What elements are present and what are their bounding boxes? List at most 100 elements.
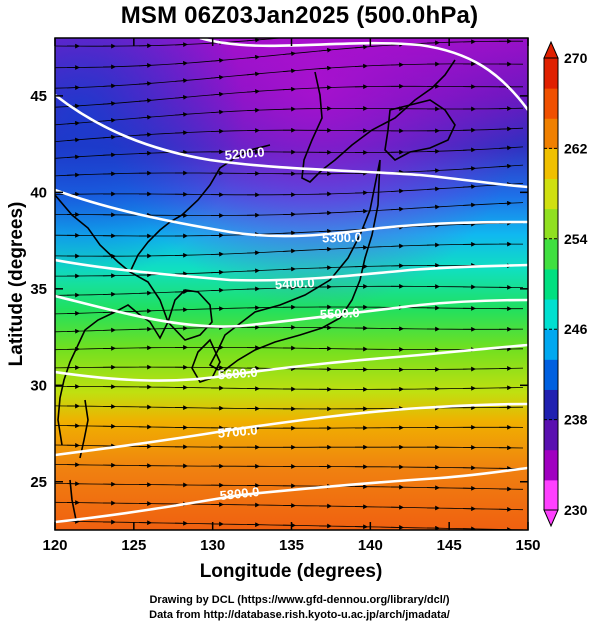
streamline-arrow: [210, 109, 224, 115]
streamline-arrow: [498, 163, 512, 169]
y-tick-label: 25: [30, 474, 47, 491]
x-tick-label: 145: [437, 537, 462, 554]
streamline-arrow: [390, 188, 404, 194]
credit-data: Data from http://database.rish.kyoto-u.a…: [149, 609, 450, 621]
streamline-arrow: [318, 65, 332, 71]
streamline-arrow: [498, 145, 512, 151]
streamline-arrow: [318, 47, 332, 53]
streamline-arrow: [354, 208, 368, 214]
plot-area: 5200.0 5300.0 5400.0 5500.0 5600.0 5700.0 5800…: [55, 21, 528, 530]
streamline-arrow: [426, 223, 440, 228]
colorbar-ticks: 230 238 246 254 262 270: [544, 50, 588, 518]
colorbar-segment: [544, 208, 558, 240]
streamline-arrow: [354, 245, 368, 250]
contour-line: [55, 93, 528, 189]
colorbar-segment: [544, 88, 558, 119]
contour-line: [55, 466, 528, 524]
streamline-arrow: [390, 206, 404, 212]
x-tick-label: 140: [358, 537, 383, 554]
coastlines: [55, 59, 456, 521]
contour-label: 5300.0: [322, 230, 362, 246]
streamline-arrow: [462, 184, 476, 190]
streamline-arrow: [282, 266, 296, 272]
streamline-arrow: [102, 117, 116, 123]
y-tick-label: 30: [30, 377, 47, 394]
colorbar-segment: [544, 479, 558, 511]
contour-label: 5400.0: [275, 275, 315, 292]
streamline-arrow: [391, 26, 403, 27]
streamline-arrow: [102, 101, 116, 106]
contour-label: 5200.0: [224, 144, 265, 162]
streamline-arrow: [462, 147, 476, 153]
streamline-arrow: [498, 126, 512, 132]
streamline-arrow: [246, 250, 260, 256]
colorbar-tick-label: 270: [564, 50, 588, 66]
colorbar-tick-label: 262: [564, 140, 588, 156]
streamline-arrow: [354, 44, 368, 50]
contour-line: [55, 258, 528, 282]
streamline-arrow: [66, 154, 80, 160]
streamline-arrow: [174, 112, 188, 117]
streamline-arrow: [174, 130, 188, 136]
y-tick-label: 45: [30, 88, 47, 105]
x-axis-ticks: 120 125 130 135 140 145 150: [42, 38, 541, 554]
streamline-arrow: [138, 63, 152, 68]
x-tick-label: 125: [121, 537, 146, 554]
streamline-arrow: [354, 63, 368, 69]
x-tick-label: 130: [200, 537, 225, 554]
streamline-arrow: [66, 172, 80, 178]
credit-drawing: Drawing by DCL (https://www.gfd-dennou.o…: [149, 594, 450, 606]
credits: Drawing by DCL (https://www.gfd-dennou.o…: [0, 593, 599, 623]
colorbar-segment: [544, 419, 558, 451]
contour-label: 5600.0: [217, 365, 258, 383]
streamline: [55, 38, 285, 47]
streamline-arrow: [210, 58, 224, 63]
contour-line: [55, 188, 528, 238]
contour-line: [55, 402, 528, 457]
contour-label: 5500.0: [320, 305, 360, 322]
colorbar-bottom-arrow: [543, 509, 559, 528]
streamline-arrow: [426, 186, 440, 192]
streamline-arrow: [319, 33, 331, 34]
x-tick-label: 150: [515, 537, 540, 554]
streamline-arrow: [282, 51, 296, 57]
streamline-arrow: [246, 54, 260, 60]
streamline-arrow: [462, 166, 476, 171]
streamline-arrow: [174, 78, 188, 84]
streamline-arrow: [426, 204, 440, 210]
streamline-arrow: [355, 29, 367, 30]
streamline-arrow: [102, 83, 116, 89]
streamline-arrow: [318, 210, 332, 216]
streamline-arrow: [246, 38, 260, 43]
streamline-arrow: [246, 107, 260, 113]
wind-streamlines: [55, 21, 524, 530]
y-tick-label: 35: [30, 281, 47, 298]
streamline-arrow: [463, 21, 475, 22]
colorbar-segment: [544, 58, 558, 89]
colorbar-tick-label: 230: [564, 502, 588, 518]
colorbar-segment: [544, 118, 558, 149]
colorbar-top-arrow: [543, 40, 559, 59]
streamline-arrow: [102, 134, 116, 140]
x-tick-label: 120: [42, 537, 67, 554]
colorbar-segment: [544, 178, 558, 210]
colorbar-segment: [544, 299, 558, 330]
y-axis-ticks: 25 30 35 40 45: [30, 88, 528, 491]
streamline-arrow: [138, 132, 152, 138]
colorbar-segment: [544, 268, 558, 300]
streamline-arrow: [66, 137, 80, 143]
streamline-arrow: [102, 152, 116, 158]
colorbar-tick-label: 238: [564, 412, 588, 428]
streamline-arrow: [210, 91, 224, 97]
colorbar-segment: [544, 389, 558, 421]
streamline-arrow: [210, 75, 224, 80]
streamline-arrow: [462, 202, 476, 208]
streamline-arrow: [210, 269, 224, 275]
streamline-arrow: [138, 114, 152, 120]
streamline-arrow: [426, 168, 440, 174]
streamline-arrow: [66, 120, 80, 126]
colorbar: [543, 40, 559, 528]
y-tick-label: 40: [30, 184, 47, 201]
contour-line: [199, 38, 528, 111]
